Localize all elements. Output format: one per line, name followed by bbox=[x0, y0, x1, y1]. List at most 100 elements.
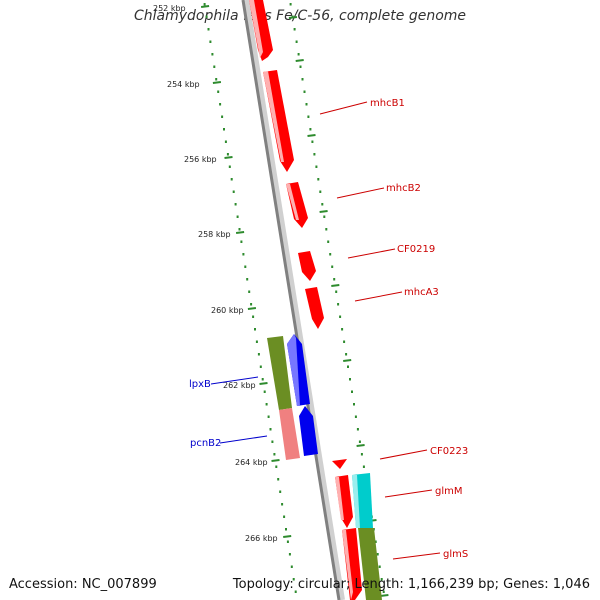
ring-dot bbox=[339, 315, 342, 318]
gene-arrow-highlight bbox=[286, 184, 299, 220]
ring-dot bbox=[244, 265, 247, 268]
label-leader bbox=[219, 435, 268, 444]
ring-dot bbox=[299, 65, 302, 68]
ring-dot bbox=[283, 515, 286, 518]
major-tick bbox=[212, 81, 222, 84]
tick-label: 260 kbp bbox=[211, 306, 244, 315]
label-leader bbox=[336, 187, 385, 199]
ring-dot bbox=[265, 403, 268, 406]
ring-dot bbox=[382, 590, 385, 593]
label-leader bbox=[392, 552, 441, 560]
ring-dot bbox=[273, 453, 276, 456]
ring-dot bbox=[236, 215, 239, 218]
ring-dot bbox=[261, 378, 264, 381]
tick-label: 266 kbp bbox=[245, 534, 278, 543]
forward-strand-genes bbox=[249, 0, 382, 600]
tick-label: 256 kbp bbox=[184, 155, 217, 164]
major-tick bbox=[283, 535, 292, 538]
topology-text: Topology: circular; Length: 1,166,239 bp… bbox=[232, 577, 590, 592]
ring-dot bbox=[303, 90, 306, 93]
ring-dot bbox=[254, 328, 256, 331]
ring-dot bbox=[343, 340, 346, 343]
gene-label-mhcB2[interactable]: mhcB2 bbox=[386, 183, 421, 194]
ring-dot bbox=[286, 540, 289, 543]
ring-dot bbox=[309, 128, 312, 131]
ring-dot bbox=[269, 428, 272, 431]
major-tick bbox=[356, 444, 365, 447]
major-tick bbox=[247, 307, 257, 310]
tick-label: 254 kbp bbox=[167, 80, 200, 89]
gene-block-olive[interactable] bbox=[358, 528, 382, 600]
ring-dot bbox=[358, 440, 361, 443]
ring-dot bbox=[259, 365, 262, 368]
backbone bbox=[241, 0, 341, 600]
gene-block-pink[interactable] bbox=[279, 408, 300, 460]
ring-dot bbox=[252, 315, 255, 318]
ring-dot bbox=[242, 253, 245, 256]
ring-dot bbox=[295, 40, 298, 43]
accession-text: Accession: NC_007899 bbox=[9, 577, 157, 592]
left-dotted-ring bbox=[203, 3, 297, 593]
ring-dot bbox=[285, 528, 287, 531]
gene-label-pcnB2[interactable]: pcnB2 bbox=[190, 438, 221, 449]
gene-label-mhcA3[interactable]: mhcA3 bbox=[404, 287, 439, 298]
ring-dot bbox=[307, 115, 310, 118]
ring-dot bbox=[215, 78, 218, 81]
ring-dot bbox=[234, 203, 237, 206]
major-tick bbox=[331, 284, 340, 287]
ring-dot bbox=[232, 190, 235, 193]
ring-dot bbox=[267, 415, 270, 418]
ring-dot bbox=[347, 365, 349, 368]
ring-dot bbox=[331, 265, 334, 268]
ring-dot bbox=[289, 3, 292, 6]
ring-dot bbox=[277, 478, 280, 481]
gene-label-glmM[interactable]: glmM bbox=[435, 486, 463, 497]
gene-block-olive[interactable] bbox=[267, 336, 292, 410]
ring-dot bbox=[319, 190, 322, 193]
ring-dot bbox=[321, 203, 324, 206]
ring-dot bbox=[205, 15, 208, 18]
ring-dot bbox=[250, 303, 253, 306]
ring-dot bbox=[288, 553, 291, 556]
label-leader bbox=[347, 248, 396, 259]
gene-label-glmS[interactable]: glmS bbox=[443, 549, 468, 560]
ring-dot bbox=[351, 390, 353, 393]
ring-dot bbox=[255, 340, 258, 343]
ring-dot bbox=[323, 215, 326, 218]
gene-arrow-CF0223[interactable] bbox=[332, 459, 347, 469]
reverse-strand-genes bbox=[267, 334, 318, 460]
ring-dot bbox=[349, 378, 351, 381]
tick-label: 262 kbp bbox=[223, 381, 256, 390]
gene-arrow-mhcA3[interactable] bbox=[305, 287, 324, 329]
gene-arrow-highlight bbox=[342, 530, 353, 600]
ring-dot bbox=[297, 53, 300, 56]
ring-dot bbox=[209, 40, 212, 43]
ring-dot bbox=[335, 290, 338, 293]
ring-dot bbox=[378, 565, 381, 568]
ring-dot bbox=[219, 103, 222, 106]
ring-dot bbox=[354, 415, 357, 418]
major-tick bbox=[224, 156, 233, 159]
gene-arrow-pcnB2[interactable] bbox=[299, 406, 318, 456]
gene-label-CF0219[interactable]: CF0219 bbox=[397, 244, 435, 255]
ring-dot bbox=[360, 453, 363, 456]
ring-dot bbox=[345, 353, 348, 356]
label-leader bbox=[379, 449, 428, 460]
gene-arrow-CF0219[interactable] bbox=[298, 251, 316, 281]
label-leader bbox=[354, 291, 403, 302]
ring-dot bbox=[301, 78, 304, 81]
ring-dot bbox=[292, 578, 295, 581]
ring-dot bbox=[226, 153, 229, 156]
ring-dot bbox=[376, 553, 379, 556]
gene-label-mhcB1[interactable]: mhcB1 bbox=[370, 98, 405, 109]
label-leader bbox=[210, 376, 259, 385]
ring-dot bbox=[248, 290, 251, 293]
ring-dot bbox=[313, 153, 316, 156]
ring-dot bbox=[240, 240, 243, 243]
ring-dot bbox=[213, 65, 216, 68]
gene-label-CF0223[interactable]: CF0223 bbox=[430, 446, 468, 457]
major-tick bbox=[259, 382, 268, 385]
ring-dot bbox=[317, 178, 320, 181]
ring-dot bbox=[221, 115, 224, 118]
gene-label-lpxB[interactable]: lpxB bbox=[189, 379, 211, 390]
